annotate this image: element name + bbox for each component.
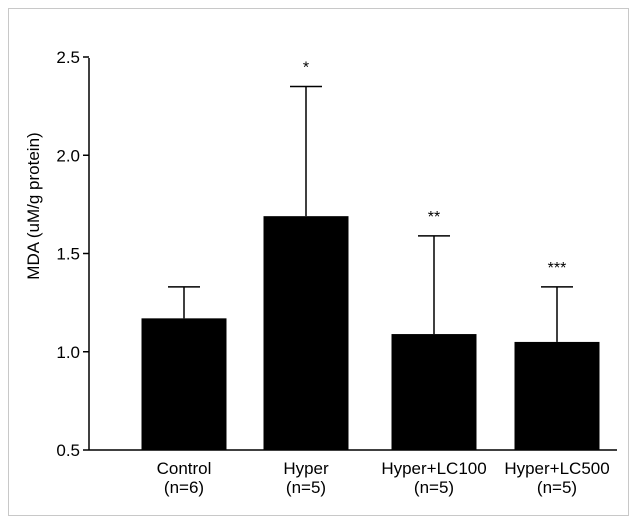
bar bbox=[263, 216, 349, 450]
bar bbox=[391, 334, 477, 450]
bar bbox=[141, 318, 227, 450]
y-tick-label: 1.5 bbox=[56, 245, 80, 264]
significance-marker: ** bbox=[428, 209, 440, 226]
y-tick-label: 0.5 bbox=[56, 441, 80, 460]
sample-size-label: (n=5) bbox=[414, 478, 454, 497]
y-tick-label: 1.0 bbox=[56, 343, 80, 362]
category-label: Hyper+LC500 bbox=[504, 459, 609, 478]
bar bbox=[514, 341, 600, 450]
labels: Control(n=6)*Hyper(n=5)**Hyper+LC100(n=5… bbox=[157, 59, 610, 497]
category-label: Hyper+LC100 bbox=[381, 459, 486, 478]
y-axis-title: MDA (uM/g protein) bbox=[24, 132, 43, 279]
y-tick-label: 2.5 bbox=[56, 48, 80, 67]
significance-marker: * bbox=[303, 59, 309, 76]
y-tick-label: 2.0 bbox=[56, 146, 80, 165]
category-label: Control bbox=[157, 459, 212, 478]
sample-size-label: (n=6) bbox=[164, 478, 204, 497]
significance-marker: *** bbox=[548, 260, 567, 277]
sample-size-label: (n=5) bbox=[537, 478, 577, 497]
bars bbox=[141, 85, 600, 450]
category-label: Hyper bbox=[283, 459, 329, 478]
sample-size-label: (n=5) bbox=[286, 478, 326, 497]
